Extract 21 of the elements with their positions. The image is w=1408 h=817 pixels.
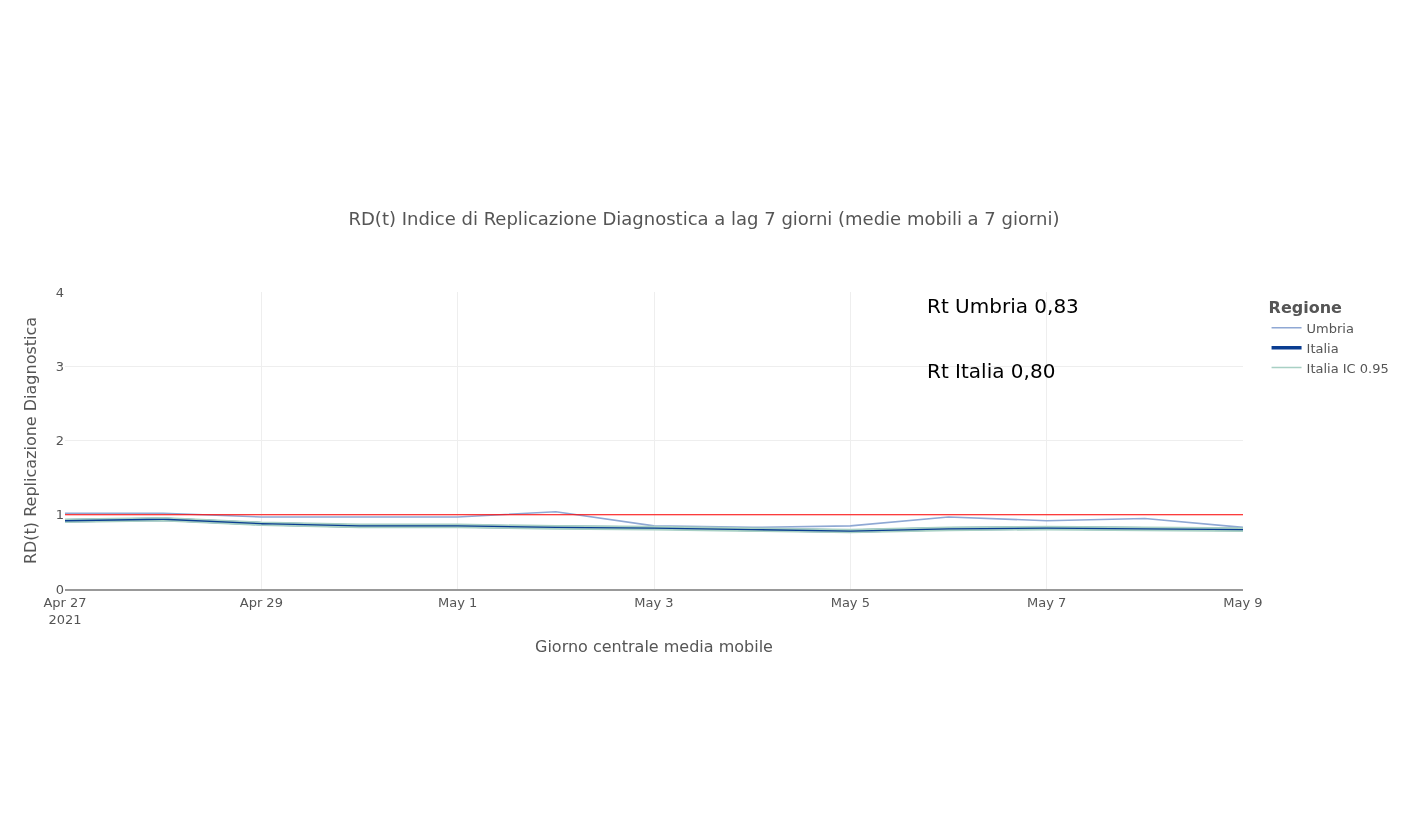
y-tick-label: 0 [55,581,64,597]
x-tick-label: Apr 29 [239,594,283,610]
x-axis-title: Giorno centrale media mobile [535,636,773,656]
x-tick-label: May 5 [830,594,870,610]
y-tick-label: 1 [55,507,64,523]
x-tick-label: May 1 [438,594,478,610]
x-tick-label: May 3 [634,594,674,610]
annotation: Rt Italia 0,80 [927,359,1056,383]
x-tick-label: May 7 [1027,594,1067,610]
chart-title: RD(t) Indice di Replicazione Diagnostica a lag 7 giorni (medie mobili a 7 giorni) [348,208,1060,230]
legend-label: Umbria [1306,320,1354,336]
legend-label: Italia IC 0.95 [1306,360,1389,376]
legend-title: Regione [1268,297,1343,317]
y-tick-label: 4 [55,284,64,300]
legend-label: Italia [1306,340,1339,356]
y-axis-title: RD(t) Replicazione Diagnostica [20,316,40,565]
x-tick-label: May 9 [1223,594,1263,610]
x-tick-label: Apr 27 2021 [43,594,87,627]
y-tick-label: 3 [55,358,64,374]
y-tick-label: 2 [55,433,64,449]
annotation: Rt Umbria 0,83 [927,294,1079,318]
